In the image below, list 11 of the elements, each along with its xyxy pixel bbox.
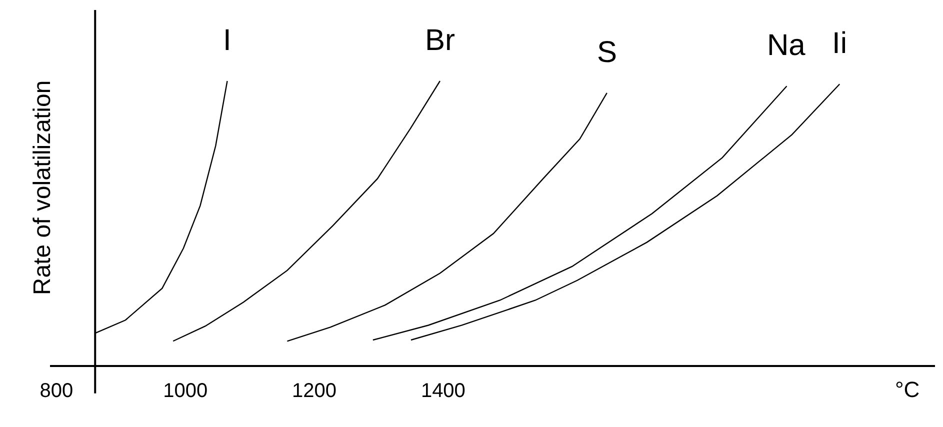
y-axis-title: Rate of volatilization: [29, 80, 56, 296]
x-tick-label: 1200: [292, 380, 337, 402]
x-axis-title: °C: [895, 377, 920, 402]
x-tick-label: 800: [40, 380, 74, 402]
series-label: I: [223, 24, 232, 57]
series-label: Br: [425, 24, 456, 57]
series-label: Na: [767, 29, 806, 62]
series-label: Ii: [832, 27, 847, 60]
series-label: S: [597, 36, 618, 69]
x-tick-label: 1400: [420, 380, 466, 402]
x-tick-label: 1000: [163, 380, 208, 402]
